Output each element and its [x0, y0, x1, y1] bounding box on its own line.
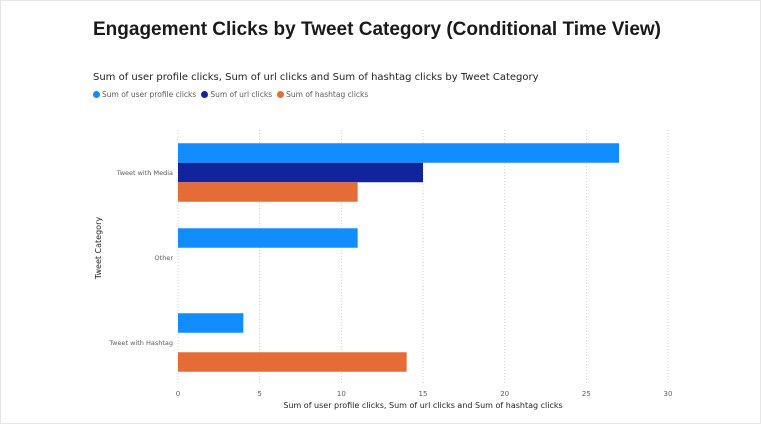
chart-legend: Sum of user profile clicks Sum of url cl…	[93, 90, 368, 99]
x-tick-label: 15	[419, 390, 428, 398]
page-title: Engagement Clicks by Tweet Category (Con…	[93, 19, 662, 40]
legend-item-url-clicks[interactable]: Sum of url clicks	[201, 90, 272, 99]
y-tick-label: Tweet with Media	[116, 169, 173, 177]
legend-marker-url-clicks	[201, 91, 209, 98]
bars	[178, 143, 619, 372]
legend-marker-hashtag-clicks	[277, 91, 285, 98]
x-tick-label: 0	[176, 390, 180, 398]
bar[interactable]	[178, 228, 358, 248]
x-tick-label: 10	[337, 390, 346, 398]
y-axis-title: Tweet Category	[94, 217, 103, 280]
x-tick-label: 20	[500, 390, 509, 398]
legend-marker-user-profile-clicks	[93, 91, 100, 98]
x-axis-title: Sum of user profile clicks, Sum of url c…	[283, 401, 562, 410]
chart-title: Sum of user profile clicks, Sum of url c…	[93, 72, 539, 83]
bar[interactable]	[178, 313, 244, 333]
legend-item-user-profile-clicks[interactable]: Sum of user profile clicks	[93, 90, 196, 99]
x-axis-tick-labels: 0 5 10 15 20 25 30	[176, 390, 673, 398]
x-tick-label: 30	[664, 390, 673, 398]
bar[interactable]	[178, 143, 619, 163]
legend-label-hashtag-clicks: Sum of hashtag clicks	[286, 90, 369, 99]
y-axis-tick-labels: Tweet with Media Other Tweet with Hashtag	[108, 169, 173, 347]
y-tick-label: Tweet with Hashtag	[108, 339, 173, 347]
x-tick-label: 25	[582, 390, 591, 398]
legend-label-url-clicks: Sum of url clicks	[210, 90, 273, 99]
bar[interactable]	[178, 162, 423, 183]
y-tick-label: Other	[155, 254, 174, 262]
legend-label-user-profile-clicks: Sum of user profile clicks	[102, 90, 197, 99]
bar[interactable]	[178, 182, 358, 202]
legend-item-hashtag-clicks[interactable]: Sum of hashtag clicks	[277, 90, 368, 99]
x-tick-label: 5	[257, 390, 261, 398]
bar[interactable]	[178, 352, 407, 372]
